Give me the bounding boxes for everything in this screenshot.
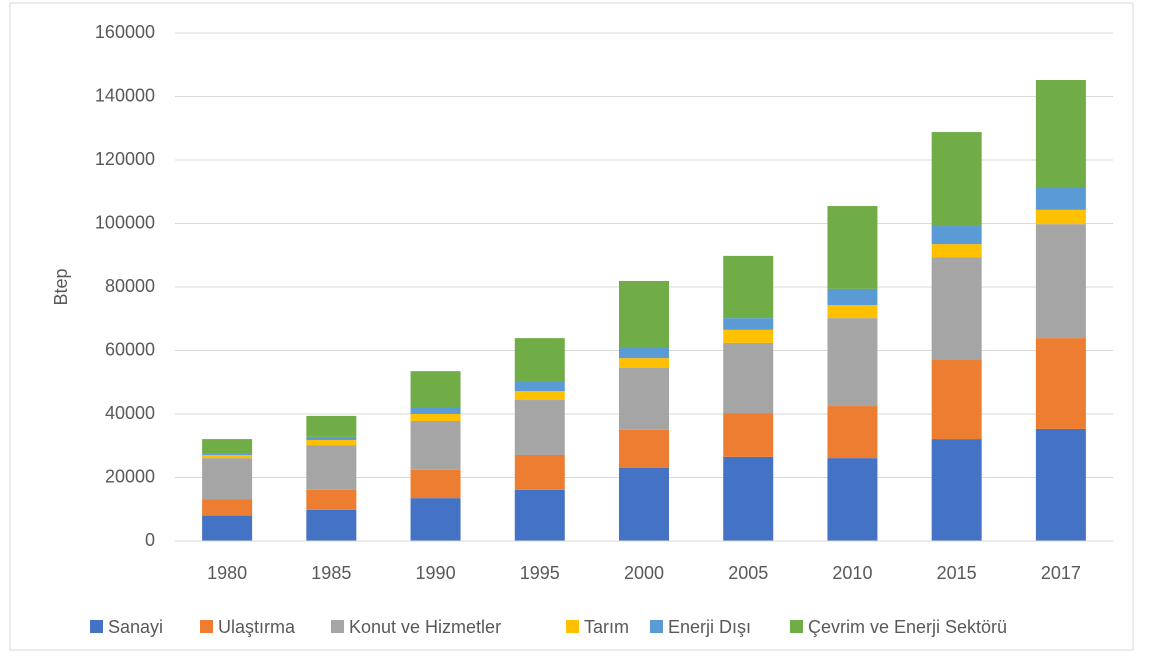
- bar-segment: [723, 342, 774, 414]
- bar-segment: [1035, 224, 1086, 339]
- bar-segment: [202, 515, 253, 541]
- bar-segment: [410, 420, 461, 470]
- bar-segment: [827, 406, 878, 459]
- bar-segment: [202, 439, 253, 454]
- legend-label: Konut ve Hizmetler: [349, 617, 501, 637]
- bar-segment: [306, 445, 357, 490]
- legend-label: Ulaştırma: [218, 617, 296, 637]
- bar-segment: [202, 499, 253, 516]
- x-tick-label: 1980: [207, 563, 247, 583]
- legend-label: Sanayi: [108, 617, 163, 637]
- bar-segment: [827, 288, 878, 306]
- bar-segment: [723, 329, 774, 343]
- bar-segment: [827, 458, 878, 541]
- y-tick-label: 20000: [105, 466, 155, 486]
- bar-segment: [202, 458, 253, 500]
- bar-segment: [827, 206, 878, 289]
- bar-segment: [931, 132, 982, 227]
- bar-segment: [514, 454, 565, 490]
- bar-segment: [306, 440, 357, 446]
- bar-segment: [723, 456, 774, 541]
- legend-label: Çevrim ve Enerji Sektörü: [808, 617, 1007, 637]
- bar-segment: [931, 226, 982, 245]
- x-tick-label: 2015: [937, 563, 977, 583]
- bar-segment: [827, 305, 878, 319]
- y-tick-label: 60000: [105, 339, 155, 359]
- legend-swatch: [90, 620, 103, 633]
- bar-segment: [202, 453, 253, 455]
- bar-segment: [931, 360, 982, 440]
- bar-segment: [410, 469, 461, 499]
- bar-segment: [410, 371, 461, 408]
- bar-segment: [619, 467, 669, 541]
- bar-segment: [410, 407, 461, 414]
- x-tick-label: 2010: [832, 563, 872, 583]
- x-tick-label: 1995: [520, 563, 560, 583]
- bar-segment: [514, 489, 565, 541]
- bar-segment: [514, 391, 565, 401]
- legend-swatch: [566, 620, 579, 633]
- x-tick-label: 1990: [416, 563, 456, 583]
- x-tick-label: 2000: [624, 563, 664, 583]
- bar-segment: [1035, 338, 1086, 429]
- bar-segment: [931, 439, 982, 541]
- bar-segment: [619, 367, 669, 430]
- legend-swatch: [650, 620, 663, 633]
- bar-segment: [619, 347, 669, 359]
- y-tick-label: 120000: [95, 149, 155, 169]
- bar-segment: [410, 498, 461, 541]
- bar-segment: [619, 358, 669, 368]
- bar-segment: [827, 318, 878, 407]
- bar-segment: [1035, 428, 1086, 541]
- bar-segment: [202, 454, 253, 459]
- legend-swatch: [331, 620, 344, 633]
- x-tick-label: 2005: [728, 563, 768, 583]
- legend-swatch: [200, 620, 213, 633]
- bar-segment: [514, 338, 565, 381]
- bar-segment: [306, 436, 357, 441]
- legend-swatch: [790, 620, 803, 633]
- bar-segment: [1035, 186, 1086, 210]
- bar-segment: [723, 413, 774, 457]
- y-tick-label: 160000: [95, 22, 155, 42]
- bar-segment: [1035, 79, 1086, 187]
- bar-segment: [514, 380, 565, 392]
- y-tick-label: 100000: [95, 212, 155, 232]
- y-tick-label: 140000: [95, 85, 155, 105]
- bar-segment: [619, 280, 669, 348]
- bar-segment: [306, 415, 357, 437]
- bar-segment: [410, 414, 461, 421]
- bar-segment: [931, 257, 982, 361]
- bar-segment: [306, 509, 357, 541]
- y-tick-label: 40000: [105, 403, 155, 423]
- y-tick-label: 80000: [105, 276, 155, 296]
- bar-segment: [1035, 209, 1086, 225]
- x-tick-label: 1985: [311, 563, 351, 583]
- bar-segment: [723, 318, 774, 330]
- y-axis-label: Btep: [51, 268, 71, 305]
- y-tick-label: 0: [145, 530, 155, 550]
- bar-segment: [514, 400, 565, 455]
- x-tick-label: 2017: [1041, 563, 1081, 583]
- bar-segment: [931, 244, 982, 258]
- bar-segment: [619, 429, 669, 468]
- bar-segment: [723, 255, 774, 319]
- bar-segment: [306, 489, 357, 510]
- legend-label: Enerji Dışı: [668, 617, 751, 637]
- legend-label: Tarım: [584, 617, 629, 637]
